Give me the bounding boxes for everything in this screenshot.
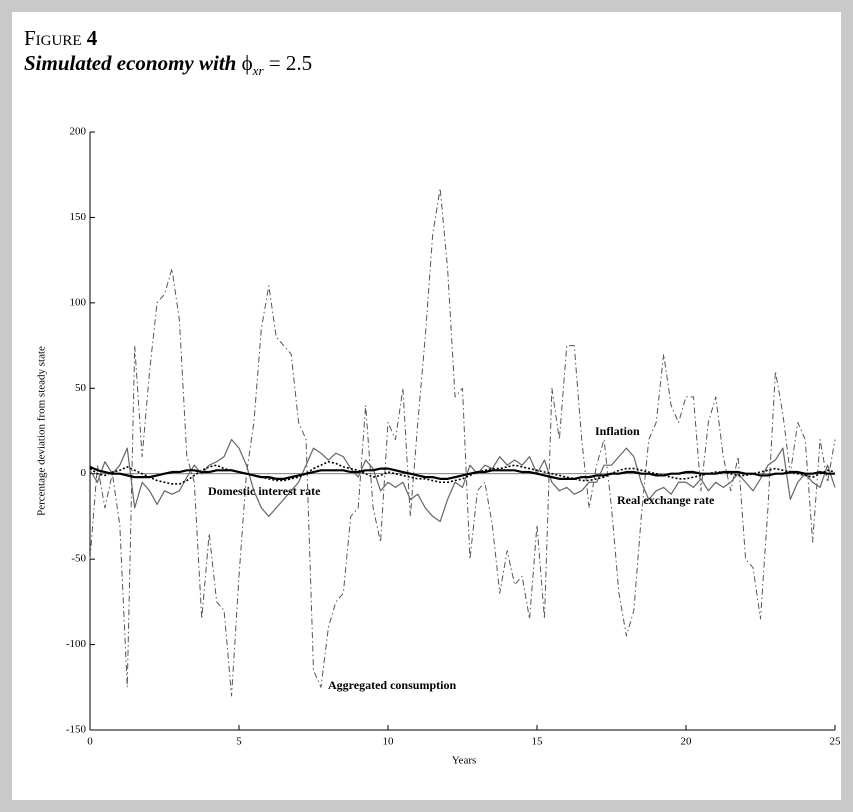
figure-header: Figure 4 Simulated economy with ϕxr = 2.… bbox=[24, 26, 312, 84]
x-tick-label: 5 bbox=[236, 736, 242, 748]
figure-subtitle: Simulated economy with ϕxr = 2.5 bbox=[24, 50, 312, 84]
series-label: Inflation bbox=[595, 424, 640, 438]
series-label: Real exchange rate bbox=[617, 493, 715, 507]
y-tick-label: 100 bbox=[70, 296, 87, 308]
figure-label: Figure 4 bbox=[24, 26, 312, 50]
x-axis-label: Years bbox=[452, 755, 477, 767]
y-tick-label: 150 bbox=[70, 211, 87, 223]
symbol-subscript: xr bbox=[252, 63, 264, 79]
y-tick-label: 200 bbox=[70, 126, 87, 138]
subtitle-value: = 2.5 bbox=[268, 51, 313, 75]
figure-panel bbox=[12, 12, 841, 800]
x-tick-label: 20 bbox=[681, 736, 693, 748]
y-tick-label: -150 bbox=[66, 724, 87, 736]
series-line bbox=[89, 187, 836, 697]
subtitle-text: Simulated economy with bbox=[24, 51, 237, 75]
symbol: ϕ bbox=[241, 51, 253, 75]
y-tick-label: 50 bbox=[75, 382, 87, 394]
y-tick-label: -50 bbox=[71, 553, 86, 565]
figure-number: 4 bbox=[86, 26, 98, 50]
y-tick-label: -100 bbox=[66, 638, 87, 650]
series-line bbox=[89, 438, 836, 523]
y-axis-label: Percentage deviation from steady state bbox=[36, 346, 48, 516]
series-label: Domestic interest rate bbox=[208, 484, 321, 498]
x-tick-label: 0 bbox=[87, 736, 93, 748]
figure-word: Figure bbox=[24, 26, 82, 50]
x-tick-label: 10 bbox=[383, 736, 395, 748]
x-tick-label: 15 bbox=[532, 736, 544, 748]
series-line bbox=[89, 465, 835, 480]
series-label: Aggregated consumption bbox=[328, 678, 456, 692]
y-tick-label: 0 bbox=[81, 467, 87, 479]
x-tick-label: 25 bbox=[830, 736, 842, 748]
